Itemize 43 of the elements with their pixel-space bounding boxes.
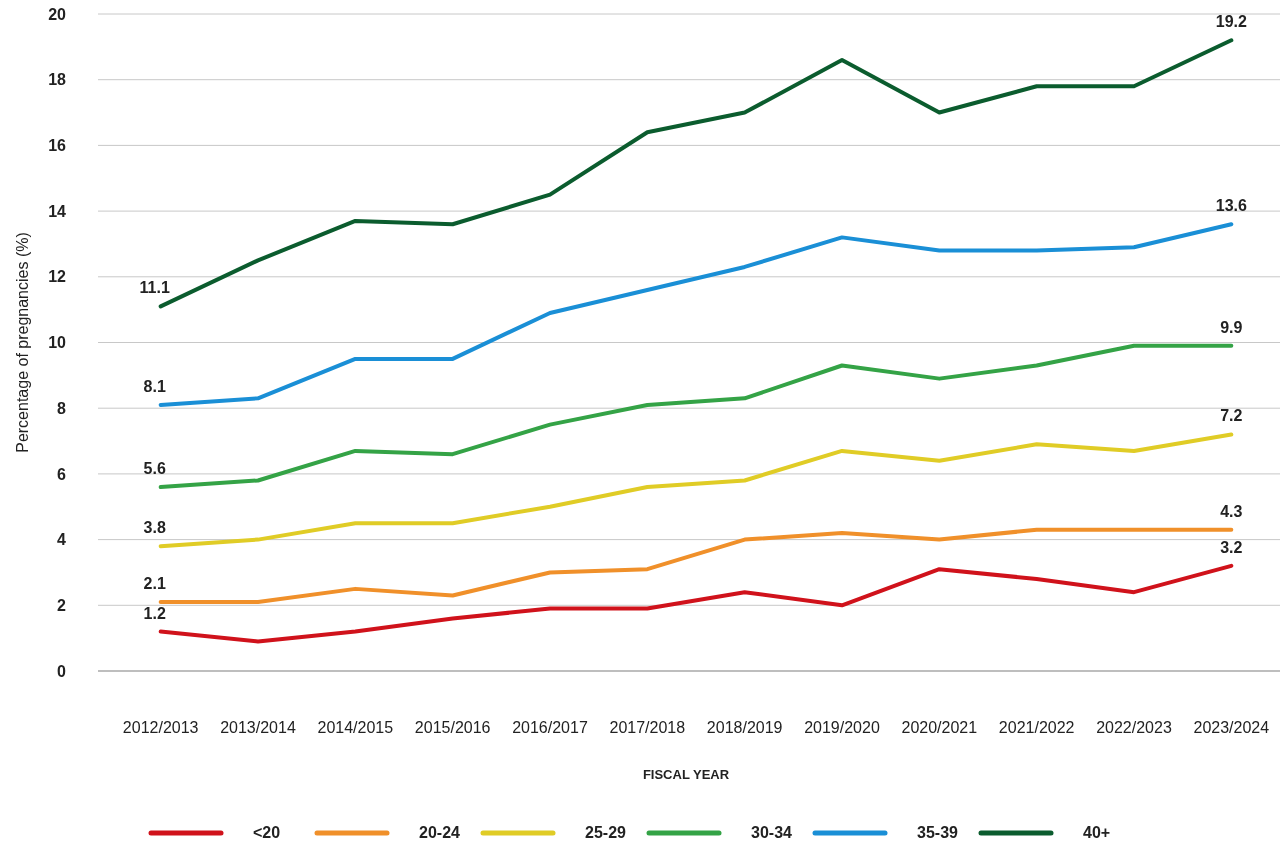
x-tick-label: 2020/2021 — [901, 719, 978, 736]
y-tick-label: 18 — [48, 71, 67, 89]
data-label: 13.6 — [1215, 197, 1248, 215]
x-tick-label: 2022/2023 — [1096, 719, 1172, 736]
legend-label: <20 — [253, 824, 281, 841]
data-label: 9.9 — [1220, 318, 1243, 336]
y-axis-title: Percentage of pregnancies (%) — [14, 232, 31, 453]
y-tick-label: 20 — [48, 5, 67, 23]
x-tick-label: 2012/2013 — [122, 719, 199, 736]
x-tick-label: 2019/2020 — [804, 719, 880, 736]
y-tick-label: 6 — [57, 465, 67, 483]
y-tick-label: 14 — [48, 202, 67, 220]
y-tick-label: 2 — [57, 596, 67, 614]
data-label: 19.2 — [1215, 13, 1248, 31]
y-tick-label: 12 — [48, 268, 67, 286]
y-tick-label: 16 — [48, 137, 67, 154]
data-label: 5.6 — [143, 460, 166, 478]
y-tick-label: 4 — [57, 531, 67, 549]
x-tick-label: 2014/2015 — [317, 719, 394, 736]
legend-label: 40+ — [1083, 824, 1111, 841]
y-tick-label: 8 — [57, 399, 67, 417]
y-tick-label: 10 — [48, 334, 67, 352]
x-tick-label: 2023/2024 — [1193, 719, 1270, 736]
data-label: 8.1 — [143, 377, 166, 395]
data-label: 3.8 — [143, 519, 166, 537]
data-label: 7.2 — [1220, 407, 1243, 425]
legend-label: 35-39 — [917, 824, 959, 841]
data-label: 1.2 — [143, 604, 166, 622]
legend-label: 25-29 — [585, 824, 627, 841]
data-label: 3.2 — [1220, 538, 1243, 556]
x-tick-label: 2017/2018 — [609, 719, 686, 736]
x-tick-label: 2018/2019 — [706, 719, 783, 736]
legend-label: 20-24 — [419, 824, 461, 841]
data-label: 11.1 — [139, 279, 170, 297]
y-tick-label: 0 — [57, 662, 67, 680]
data-label: 2.1 — [143, 575, 166, 593]
x-axis-title: FISCAL YEAR — [642, 767, 730, 782]
data-label: 4.3 — [1220, 502, 1243, 520]
x-tick-label: 2021/2022 — [998, 719, 1075, 736]
x-tick-label: 2015/2016 — [414, 719, 491, 736]
x-tick-label: 2016/2017 — [512, 719, 588, 736]
legend-label: 30-34 — [751, 824, 793, 841]
x-tick-label: 2013/2014 — [220, 719, 296, 736]
